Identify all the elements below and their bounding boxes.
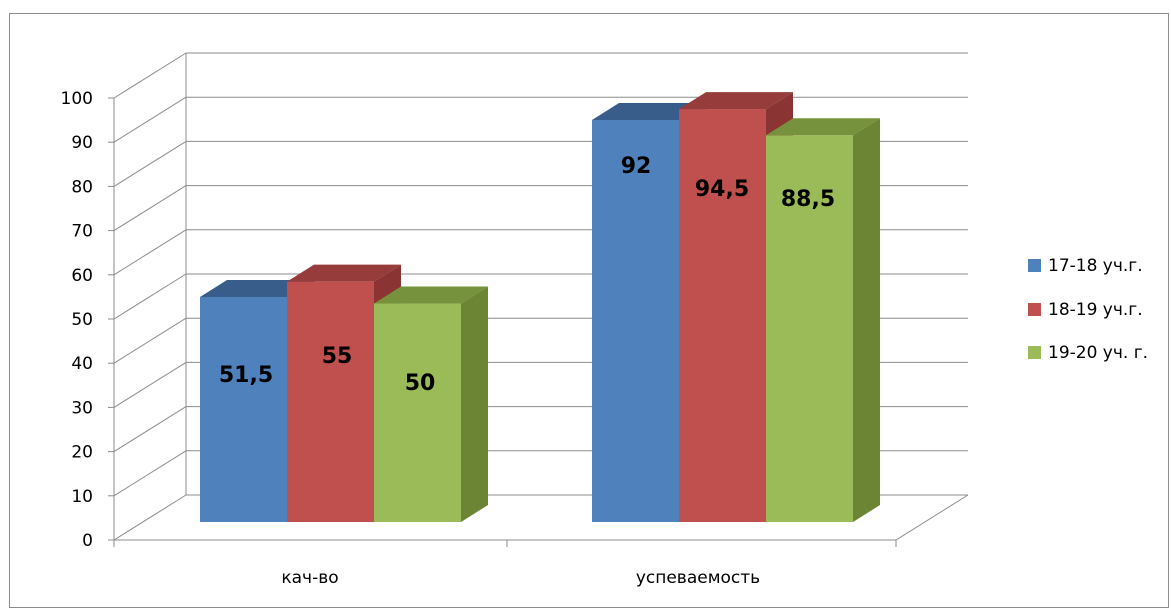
- gridline-side-1: [113, 450, 187, 497]
- y-tick-label-2: 20: [71, 443, 93, 463]
- gridline-side-4: [113, 317, 187, 364]
- y-tick-label-3: 30: [71, 398, 93, 418]
- bar-top-0-0: [200, 279, 314, 297]
- bar-top-1-1: [679, 92, 793, 110]
- y-tick-label-1: 10: [71, 487, 93, 507]
- data-label-1-0: 92: [621, 154, 652, 179]
- gridline-side-10: [113, 52, 187, 99]
- y-tick-label-5: 50: [71, 310, 93, 330]
- gridline-side-6: [113, 229, 187, 276]
- legend-swatch-0: [1028, 259, 1041, 272]
- y-tick-label-8: 80: [71, 177, 93, 197]
- bar-side-0-2: [461, 286, 488, 522]
- bar-top-1-2: [766, 118, 880, 136]
- gridline-side-5: [113, 273, 187, 320]
- legend-swatch-1: [1028, 303, 1041, 316]
- bar-1-1: [679, 109, 766, 523]
- data-label-0-2: 50: [405, 371, 436, 396]
- y-tick-label-7: 70: [71, 222, 93, 242]
- data-label-1-1: 94,5: [695, 177, 749, 202]
- gridline-side-8: [113, 140, 187, 187]
- bar-0-0: [200, 296, 287, 522]
- data-label-1-2: 88,5: [781, 187, 835, 212]
- gridline-side-0: [113, 494, 187, 541]
- y-tick-label-9: 90: [71, 133, 93, 153]
- bar-side-1-2: [853, 118, 880, 522]
- bar-top-0-1: [287, 264, 401, 282]
- gridline-side-3: [113, 361, 187, 408]
- x-category-label-1: успеваемость: [636, 568, 760, 588]
- legend-label-1: 18-19 уч.г.: [1048, 300, 1143, 320]
- legend-label-0: 17-18 уч.г.: [1048, 256, 1143, 276]
- data-label-0-1: 55: [322, 344, 353, 369]
- bar-0-1: [287, 281, 374, 522]
- bar-1-0: [592, 120, 679, 522]
- bar-1-2: [766, 135, 853, 523]
- y-tick-label-4: 40: [71, 354, 93, 374]
- legend-label-2: 19-20 уч. г.: [1048, 343, 1148, 363]
- bar-0-2: [374, 303, 461, 522]
- y-tick-label-6: 60: [71, 266, 93, 286]
- gridline-side-9: [113, 96, 187, 143]
- legend-swatch-2: [1028, 346, 1041, 359]
- gridline-side-7: [113, 185, 187, 232]
- data-label-0-0: 51,5: [219, 363, 273, 388]
- y-tick-label-10: 100: [61, 89, 93, 109]
- bar-top-1-0: [592, 103, 706, 120]
- y-tick-label-0: 0: [82, 531, 93, 551]
- gridline-side-2: [113, 406, 187, 453]
- x-category-label-0: кач-во: [281, 568, 338, 588]
- bar-top-0-2: [374, 286, 488, 304]
